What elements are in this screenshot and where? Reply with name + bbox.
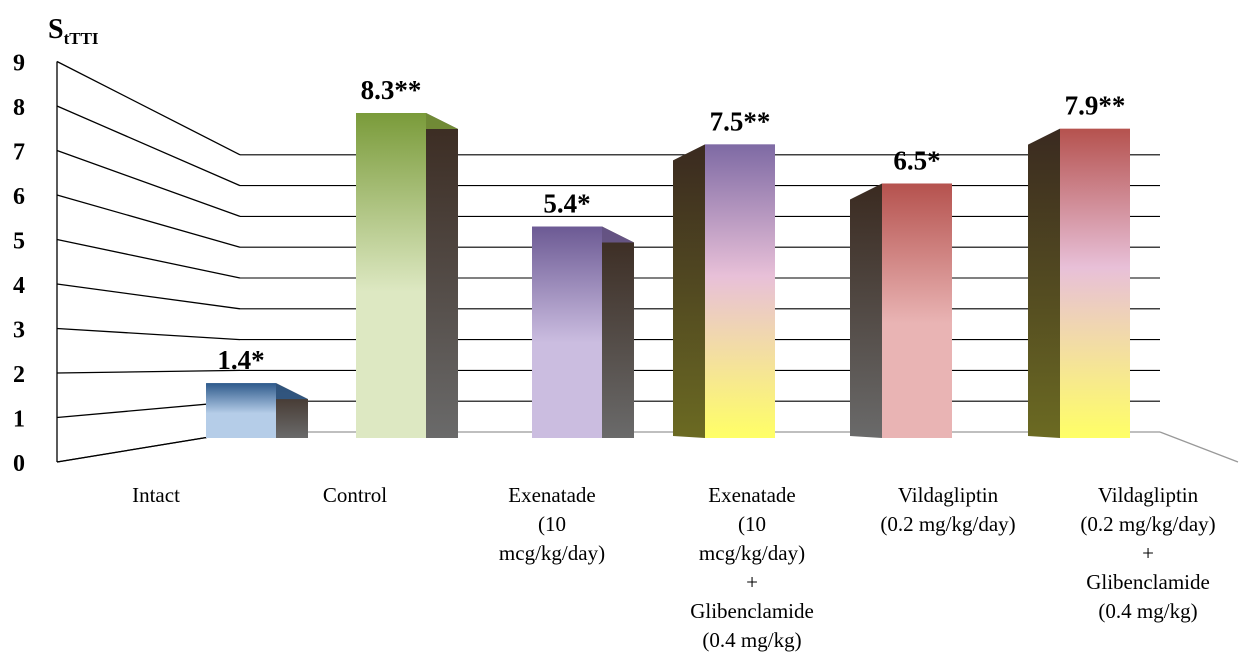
data-label: 1.4* bbox=[217, 345, 264, 375]
y-tick-label: 9 bbox=[13, 51, 25, 77]
y-tick-label: 5 bbox=[13, 229, 25, 255]
bar-side bbox=[426, 113, 458, 438]
side-wall-line bbox=[56, 60, 241, 156]
data-label: 6.5* bbox=[893, 145, 940, 175]
y-tick-label: 8 bbox=[13, 95, 25, 121]
data-label: 8.3** bbox=[361, 75, 422, 105]
category-label: Exenatade (10 mcg/kg/day) + Glibenclamide (0.… bbox=[690, 483, 814, 652]
bar-front bbox=[206, 383, 276, 438]
side-wall-line bbox=[56, 238, 241, 279]
side-wall-line bbox=[56, 369, 241, 374]
bar-3 bbox=[673, 144, 775, 438]
bar-side bbox=[850, 183, 882, 438]
bar-front bbox=[705, 144, 775, 438]
y-axis-title-main: S bbox=[48, 14, 64, 45]
bar-front bbox=[356, 113, 426, 438]
y-axis-title-subscript: tTTI bbox=[64, 29, 99, 48]
data-label: 7.5** bbox=[710, 106, 771, 136]
bar-5 bbox=[1028, 128, 1130, 438]
bars bbox=[206, 113, 1130, 438]
side-wall-line bbox=[56, 105, 241, 187]
data-label: 7.9** bbox=[1065, 91, 1126, 121]
side-wall-line bbox=[56, 283, 241, 310]
side-wall-line bbox=[56, 194, 241, 248]
y-tick-label: 4 bbox=[13, 273, 25, 299]
y-tick-label: 2 bbox=[13, 362, 25, 388]
y-tick-label: 7 bbox=[13, 140, 25, 166]
bar-side bbox=[673, 144, 705, 438]
bar-front bbox=[882, 183, 952, 438]
data-label: 5.4* bbox=[543, 189, 590, 219]
side-wall-line bbox=[56, 149, 241, 218]
bar-2 bbox=[532, 226, 634, 438]
bar-1 bbox=[356, 113, 458, 438]
y-axis-title: StTTI bbox=[48, 14, 99, 48]
category-label: Intact bbox=[132, 483, 180, 507]
side-wall-line bbox=[56, 327, 241, 341]
bar-front bbox=[532, 226, 602, 438]
bar-4 bbox=[850, 183, 952, 438]
bar-side bbox=[602, 226, 634, 438]
category-label: Vildagliptin (0.2 mg/kg/day) bbox=[880, 483, 1015, 536]
labels: 0 1 2 3 4 5 6 7 8 9 1.4* 8.3** 5.4* 7.5** 6.5* 7.9** Int… bbox=[13, 51, 1216, 653]
floor-right-line bbox=[1159, 431, 1239, 463]
y-tick-label: 3 bbox=[13, 318, 25, 344]
category-label: Vildagliptin (0.2 mg/kg/day) + Glibenclamid… bbox=[1080, 483, 1215, 623]
category-label: Control bbox=[323, 483, 387, 507]
y-tick-label: 1 bbox=[13, 407, 25, 433]
bar-side bbox=[1028, 128, 1060, 438]
category-label: Exenatade (10 mcg/kg/day) bbox=[499, 483, 605, 565]
bar-0 bbox=[206, 383, 308, 438]
y-tick-label: 6 bbox=[13, 184, 25, 210]
y-tick-label: 0 bbox=[13, 451, 25, 477]
bar-front bbox=[1060, 128, 1130, 438]
